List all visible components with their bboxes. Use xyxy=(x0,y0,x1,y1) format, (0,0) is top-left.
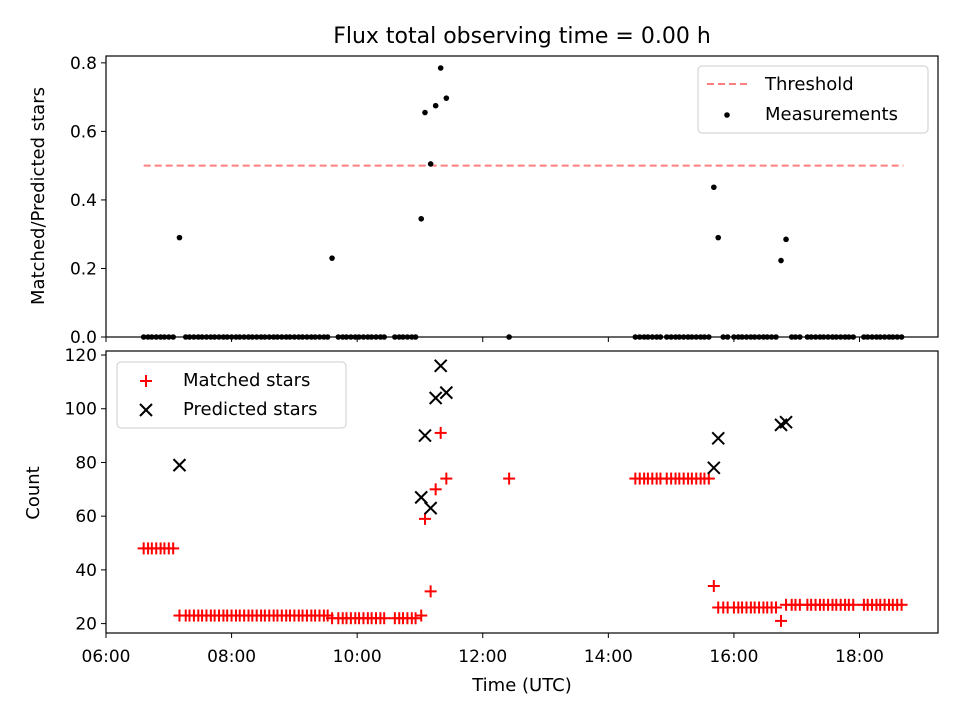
ratio-axes-frame xyxy=(105,55,939,338)
ratio-panel: 0.00.20.40.60.8 Matched/Predicted stars … xyxy=(28,54,939,348)
y-tick-label: 80 xyxy=(75,453,97,473)
predicted-star-point xyxy=(779,415,793,429)
matched-star-point xyxy=(415,609,428,622)
matched-legend-swatch xyxy=(140,375,152,387)
predicted-star-point xyxy=(439,385,454,400)
x-tick-label: 06:00 xyxy=(82,647,131,667)
counts-y-axis-label: Count xyxy=(23,466,44,519)
x-tick-label: 18:00 xyxy=(835,647,884,667)
predicted-star-point xyxy=(418,428,432,443)
matched-star-point xyxy=(424,585,437,598)
matched-star-point xyxy=(775,614,788,627)
ratio-y-ticks: 0.0 0.2 0.4 0.6 0.8 xyxy=(70,54,106,348)
counts-marks xyxy=(137,359,908,627)
matched-star-point xyxy=(702,472,715,485)
matched-star-point xyxy=(895,598,908,611)
x-tick-label: 14:00 xyxy=(584,647,633,667)
measurement-point xyxy=(715,234,722,241)
counts-legend: Matched stars Predicted stars xyxy=(116,361,347,429)
counts-y-ticks: 20 40 60 80 100 120 xyxy=(65,346,106,635)
x-tick-label: 16:00 xyxy=(709,647,758,667)
y-tick-label: 0.8 xyxy=(70,54,97,74)
measurement-point xyxy=(418,215,425,222)
measurement-point xyxy=(432,102,439,109)
matched-star-point xyxy=(769,601,782,614)
x-tick-label: 10:00 xyxy=(333,647,382,667)
y-tick-label: 20 xyxy=(75,615,97,635)
matched-legend-label: Matched stars xyxy=(183,370,310,391)
measurement-point xyxy=(427,161,434,167)
y-tick-label: 100 xyxy=(65,400,97,420)
measurement-point xyxy=(783,236,789,243)
threshold-legend-label: Threshold xyxy=(764,74,854,95)
measurements-legend-swatch xyxy=(724,112,730,118)
chart-title: Flux total observing time = 0.00 h xyxy=(333,24,711,49)
matched-star-point xyxy=(707,580,720,592)
ratio-legend: Threshold Measurements xyxy=(697,65,929,134)
measurement-point xyxy=(711,184,717,191)
predicted-star-point xyxy=(433,359,448,373)
predicted-star-point xyxy=(172,458,187,472)
measurement-point xyxy=(437,65,444,71)
measurements-legend-label: Measurements xyxy=(765,104,898,125)
predicted-star-point xyxy=(423,501,438,515)
matched-star-point xyxy=(434,426,447,439)
x-tick-label: 12:00 xyxy=(458,647,507,667)
x-tick-label: 08:00 xyxy=(207,647,256,667)
predicted-legend-swatch xyxy=(139,403,153,417)
y-tick-label: 120 xyxy=(65,346,97,366)
matched-star-point xyxy=(429,483,442,496)
counts-axes-frame xyxy=(105,350,939,634)
predicted-star-point xyxy=(707,461,721,475)
matched-star-point xyxy=(440,472,453,485)
y-tick-label: 0.2 xyxy=(70,259,97,279)
predicted-star-point xyxy=(414,490,428,505)
measurement-point xyxy=(422,109,428,116)
measurement-point xyxy=(176,234,183,241)
ratio-x-ticks xyxy=(105,337,861,342)
measurement-point xyxy=(329,255,335,261)
matched-star-point xyxy=(503,472,516,485)
counts-legend-box xyxy=(116,361,347,429)
ratio-y-axis-label: Matched/Predicted stars xyxy=(28,87,49,305)
y-tick-label: 60 xyxy=(75,507,97,527)
matched-star-point xyxy=(418,512,431,525)
matched-star-point xyxy=(378,612,391,625)
ratio-legend-box xyxy=(697,65,929,134)
measurement-point xyxy=(443,95,450,101)
matched-star-point xyxy=(167,542,180,555)
predicted-star-point xyxy=(428,391,443,405)
y-tick-label: 0.0 xyxy=(70,328,97,348)
counts-panel: 20 40 60 80 100 120 06:00 08:00 10:00 12:00 14:00… xyxy=(23,346,939,696)
predicted-legend-label: Predicted stars xyxy=(183,399,317,420)
x-axis-label: Time (UTC) xyxy=(471,675,572,696)
matched-star-point xyxy=(847,598,860,611)
matched-star-point xyxy=(409,612,422,625)
counts-x-ticks: 06:00 08:00 10:00 12:00 14:00 16:00 18:00 xyxy=(82,633,884,667)
measurement-point xyxy=(778,257,784,264)
predicted-star-point xyxy=(711,431,725,445)
y-tick-label: 0.6 xyxy=(70,122,97,142)
y-tick-label: 0.4 xyxy=(70,191,97,211)
y-tick-label: 40 xyxy=(75,561,97,581)
